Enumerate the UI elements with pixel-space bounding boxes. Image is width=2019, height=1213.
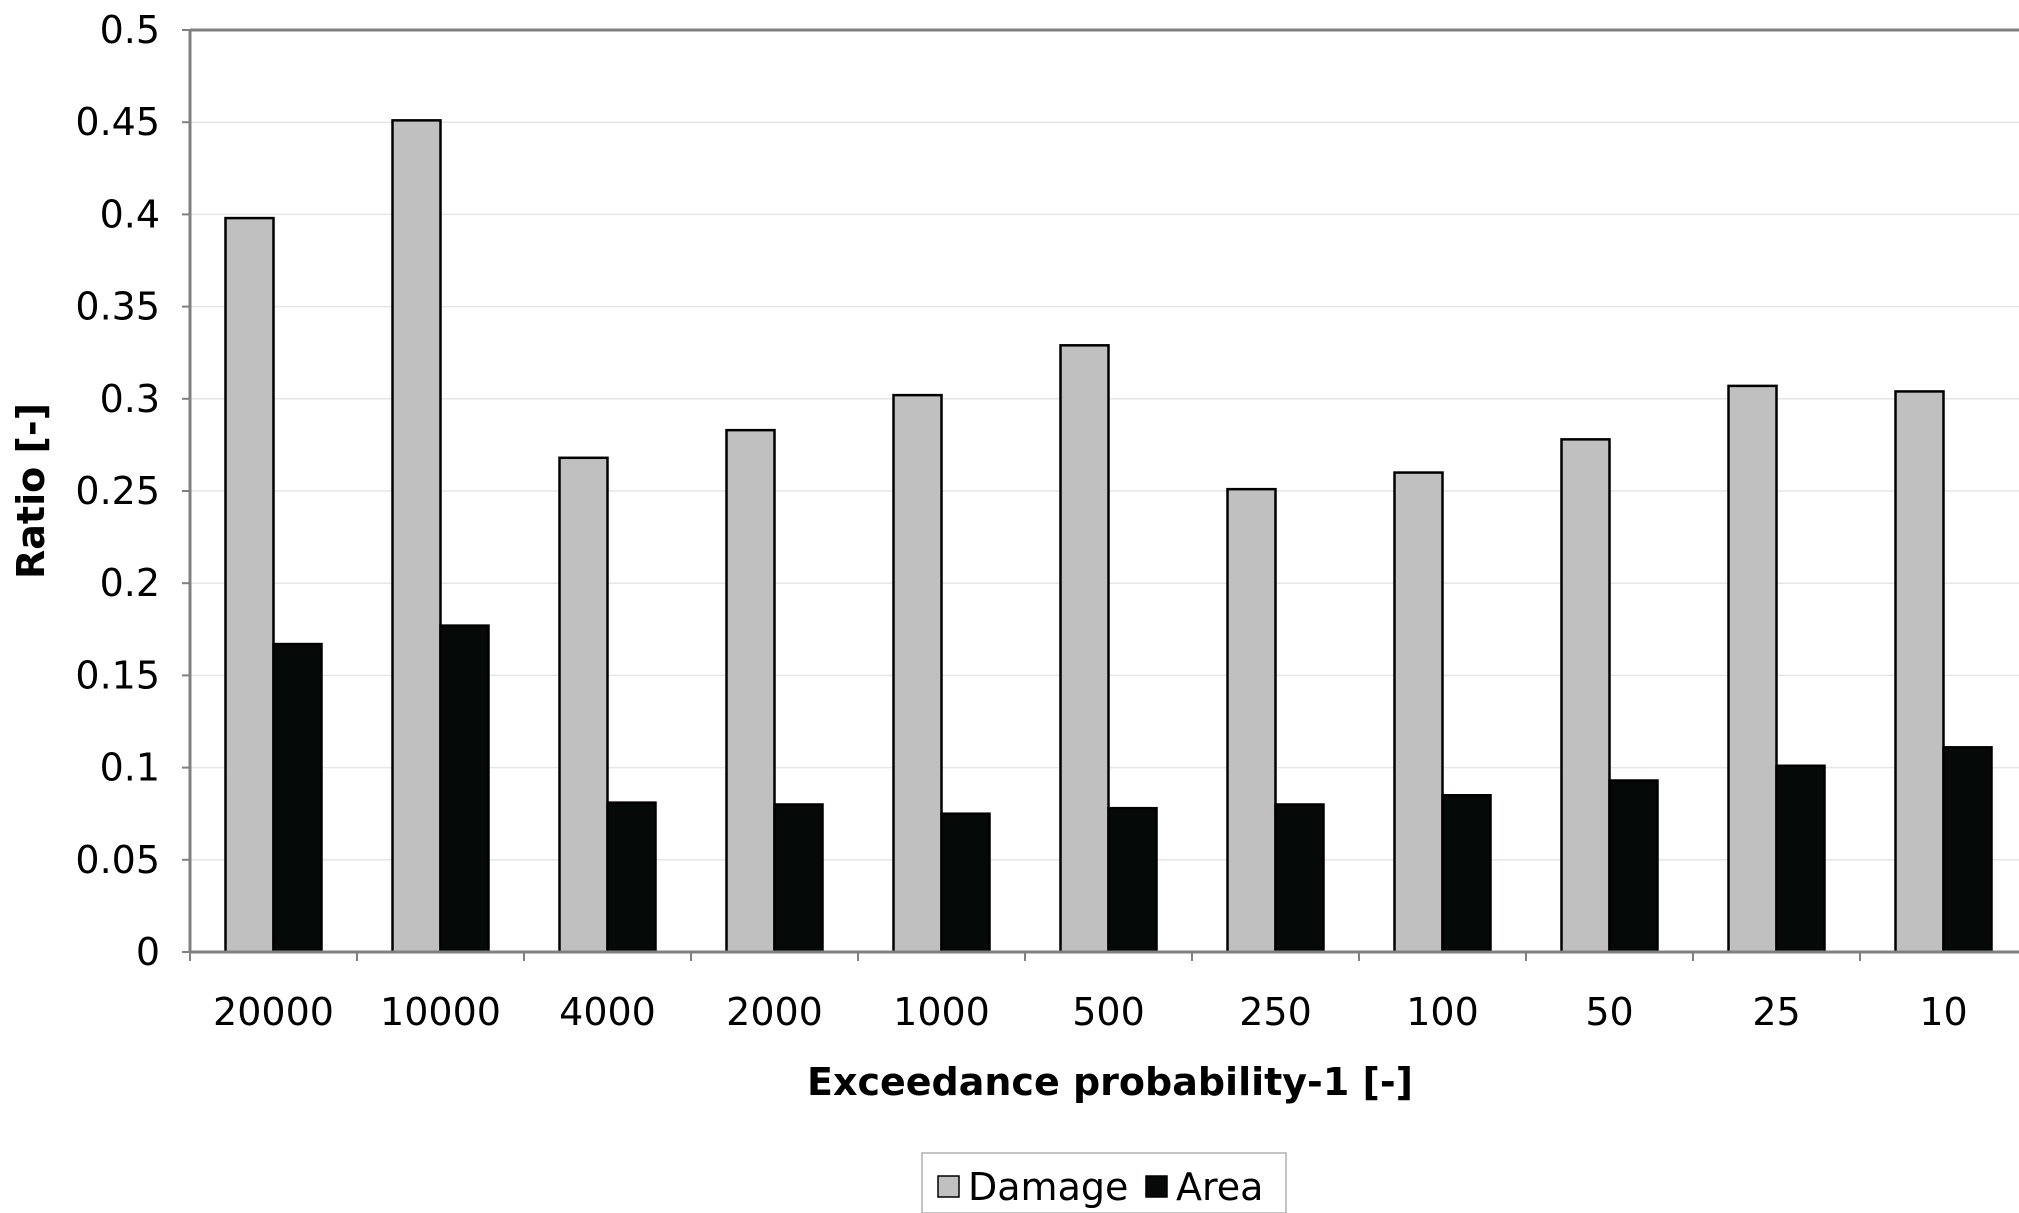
y-axis-title: Ratio [-]: [9, 403, 53, 579]
legend-box: [921, 1152, 1287, 1213]
bar-area-10000: [439, 624, 490, 954]
x-tick-label-4: 1000: [893, 990, 990, 1034]
x-tick-label-5: 500: [1072, 990, 1145, 1034]
bar-damage-50: [1560, 438, 1611, 954]
x-tick-label-0: 20000: [213, 990, 334, 1034]
x-tick-label-7: 100: [1406, 990, 1479, 1034]
bars: [224, 119, 1993, 954]
x-axis-title: Exceedance probability-1 [-]: [807, 1060, 1413, 1104]
legend-swatch-damage: [937, 1175, 960, 1198]
bar-area-4000: [606, 801, 657, 954]
bar-area-10: [1942, 746, 1993, 954]
x-tick-label-6: 250: [1239, 990, 1312, 1034]
y-tick-label-4: 0.2: [100, 561, 160, 605]
x-tick-label-8: 50: [1585, 990, 1633, 1034]
bar-area-100: [1441, 794, 1492, 954]
y-tick-label-5: 0.25: [75, 469, 160, 513]
legend-label-damage: Damage: [968, 1165, 1128, 1209]
bar-damage-25: [1727, 384, 1778, 954]
y-tick-label-10: 0.5: [100, 8, 160, 52]
y-tick-label-2: 0.1: [100, 746, 160, 790]
bar-damage-10000: [391, 119, 442, 954]
legend-swatch-area: [1145, 1175, 1168, 1198]
bar-area-1000: [940, 812, 991, 954]
bar-area-250: [1274, 803, 1325, 954]
bar-damage-250: [1226, 487, 1277, 954]
bar-damage-2000: [725, 428, 776, 954]
legend: Damage Area: [921, 1152, 1287, 1213]
y-tick-label-9: 0.45: [75, 100, 160, 144]
x-tick-label-1: 10000: [380, 990, 501, 1034]
bar-area-2000: [773, 803, 824, 954]
bar-damage-500: [1059, 344, 1110, 954]
y-tick-label-7: 0.35: [75, 285, 160, 329]
bar-damage-100: [1393, 471, 1444, 954]
bar-area-20000: [272, 642, 323, 954]
y-tick-label-6: 0.3: [100, 377, 160, 421]
bar-damage-10: [1894, 390, 1945, 954]
legend-label-area: Area: [1176, 1165, 1263, 1209]
x-ticks: 20000 10000 4000 2000 1000 500 250 100 50 25 10: [189, 952, 1968, 1034]
x-tick-label-2: 4000: [559, 990, 656, 1034]
y-ticks: 0 0.05 0.1 0.15 0.2 0.25 0.3 0.35 0.4 0.45 0.5: [75, 8, 190, 974]
bar-damage-1000: [892, 393, 943, 954]
y-tick-label-8: 0.4: [100, 192, 160, 236]
bar-area-50: [1608, 779, 1659, 954]
bar-damage-20000: [224, 216, 275, 954]
x-tick-label-9: 25: [1752, 990, 1800, 1034]
bar-damage-4000: [558, 456, 609, 954]
x-tick-label-10: 10: [1919, 990, 1967, 1034]
y-tick-label-0: 0: [136, 930, 160, 974]
x-tick-label-3: 2000: [726, 990, 823, 1034]
y-tick-label-1: 0.05: [75, 838, 160, 882]
y-tick-label-3: 0.15: [75, 653, 160, 697]
bar-area-25: [1775, 764, 1826, 954]
bar-area-500: [1107, 806, 1158, 954]
